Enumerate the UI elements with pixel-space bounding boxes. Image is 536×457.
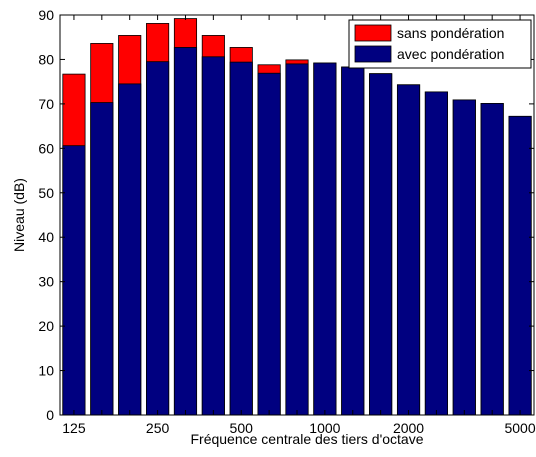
bar-avec-ponderation-315 <box>173 47 198 416</box>
bar-avec-ponderation-1250 <box>341 66 365 416</box>
bar-avec-ponderation-160 <box>90 102 114 416</box>
legend-swatch <box>354 24 392 42</box>
y-tick-label: 90 <box>38 7 54 23</box>
legend-swatch <box>354 45 392 63</box>
bar-avec-ponderation-4000 <box>480 103 504 416</box>
bar-avec-ponderation-2500 <box>424 91 448 416</box>
y-tick-label: 20 <box>38 318 54 334</box>
bar-avec-ponderation-400 <box>201 56 225 416</box>
y-tick-label: 40 <box>38 229 54 245</box>
legend: sans pondération avec pondération <box>348 19 532 69</box>
x-tick-label: 5000 <box>504 420 535 436</box>
bar-avec-ponderation-630 <box>257 72 281 416</box>
y-tick-label: 70 <box>38 96 54 112</box>
bar-avec-ponderation-5000 <box>508 115 532 416</box>
bar-avec-ponderation-200 <box>118 83 142 416</box>
bar-avec-ponderation-3150 <box>452 99 476 416</box>
bar-avec-ponderation-800 <box>285 63 309 416</box>
bar-avec-ponderation-250 <box>146 61 170 416</box>
y-tick-label: 50 <box>38 185 54 201</box>
bar-avec-ponderation-1000 <box>313 62 337 416</box>
bar-avec-ponderation-500 <box>229 61 253 416</box>
x-axis-label: Fréquence centrale des tiers d'octave <box>190 431 423 447</box>
y-tick-label: 0 <box>46 407 54 423</box>
y-tick-label: 80 <box>38 51 54 67</box>
axis-ticks: 0 10 20 30 40 50 60 70 80 90 125 250 500 1000 2000 5000 <box>38 7 535 436</box>
bar-avec-ponderation-125 <box>62 145 86 416</box>
bar-avec-ponderation-1600 <box>369 73 393 416</box>
x-tick-label: 250 <box>146 420 170 436</box>
bar-avec-ponderation-2000 <box>396 84 421 416</box>
y-tick-label: 30 <box>38 274 54 290</box>
y-tick-label: 10 <box>38 363 54 379</box>
bars-group <box>62 18 532 416</box>
y-tick-label: 60 <box>38 140 54 156</box>
x-tick-label: 125 <box>62 420 86 436</box>
legend-label: sans pondération <box>397 25 504 41</box>
x-tick-label: 2000 <box>393 420 424 436</box>
x-tick-label: 500 <box>230 420 254 436</box>
x-tick-label: 1000 <box>309 420 340 436</box>
y-axis-label: Niveau (dB) <box>11 178 27 252</box>
legend-label: avec pondération <box>397 46 504 62</box>
